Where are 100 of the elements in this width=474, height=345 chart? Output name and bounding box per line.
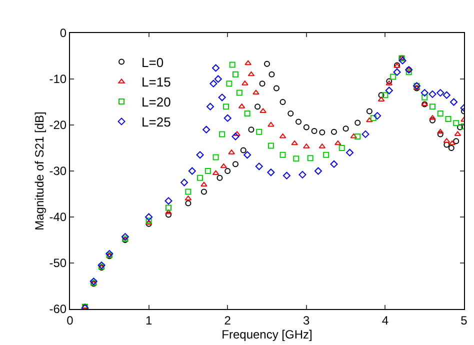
point [366, 117, 373, 122]
point [214, 75, 222, 83]
point [354, 134, 361, 140]
point [296, 118, 302, 125]
point [259, 80, 266, 87]
point [248, 71, 255, 76]
point [346, 148, 354, 156]
point [166, 212, 172, 218]
point [268, 71, 275, 78]
y-tick-label: -30 [49, 164, 67, 178]
point [280, 99, 286, 105]
point [240, 147, 246, 154]
point [280, 152, 286, 158]
point [166, 204, 172, 211]
point [422, 94, 428, 100]
y-tick-label: -40 [49, 210, 67, 224]
point [436, 89, 444, 97]
point [453, 138, 460, 144]
point [164, 197, 172, 205]
y-tick-label: -50 [49, 256, 67, 270]
x-tick-label: 1 [145, 313, 152, 328]
point [293, 156, 300, 162]
point [453, 120, 460, 126]
point [264, 60, 270, 67]
point [196, 151, 204, 159]
point [212, 154, 219, 160]
point [311, 128, 318, 134]
point [204, 168, 211, 174]
point [212, 170, 220, 176]
point [282, 172, 290, 180]
point [362, 130, 370, 138]
point [406, 69, 412, 76]
point [366, 108, 372, 114]
point [330, 128, 337, 135]
point [200, 182, 208, 187]
point [226, 80, 232, 87]
point [252, 90, 260, 95]
point [390, 74, 396, 80]
point [298, 170, 306, 178]
point [370, 115, 376, 122]
point [185, 200, 192, 206]
point [260, 108, 266, 113]
point [420, 89, 428, 97]
point [224, 114, 232, 122]
point [429, 117, 436, 124]
point [330, 160, 338, 168]
point [212, 64, 220, 72]
point [200, 188, 207, 195]
point [232, 132, 240, 140]
point [342, 126, 349, 132]
point [448, 145, 454, 151]
point [303, 144, 310, 148]
point [224, 168, 231, 174]
y-tick-label: -20 [49, 118, 67, 132]
point [232, 71, 238, 78]
point [236, 90, 242, 96]
point [244, 151, 252, 159]
point [437, 110, 444, 116]
point [444, 142, 450, 148]
point [229, 62, 236, 68]
point [188, 167, 196, 175]
x-tick-label: 3 [303, 313, 310, 328]
point [228, 150, 235, 154]
point [242, 80, 248, 86]
point [437, 131, 444, 138]
point [220, 163, 228, 168]
point [334, 140, 342, 146]
point [165, 209, 172, 214]
legend-label: L=25 [142, 114, 171, 130]
point [319, 129, 326, 136]
point [180, 178, 188, 186]
point [254, 104, 261, 110]
point [429, 115, 436, 120]
point [216, 174, 223, 181]
point [121, 233, 129, 241]
point [268, 142, 274, 149]
point [442, 91, 450, 99]
x-tick-label: 2 [224, 313, 232, 328]
legend-label: L=15 [142, 74, 171, 90]
point [218, 94, 226, 102]
y-tick-label: -10 [49, 72, 67, 86]
point [145, 213, 153, 221]
y-axis-title: Magnitude of S21 [dB] [32, 112, 47, 230]
point [288, 110, 294, 116]
point [232, 161, 238, 168]
point [244, 60, 252, 66]
point [303, 124, 310, 130]
point [219, 131, 226, 138]
point [457, 124, 464, 130]
legend-label: L=20 [142, 94, 171, 110]
point [273, 85, 280, 92]
y-tick-label: -60 [49, 302, 67, 316]
point [314, 167, 322, 175]
point [223, 104, 230, 110]
point [354, 120, 361, 126]
point [255, 162, 263, 170]
point [206, 102, 214, 110]
point [291, 140, 298, 146]
point [374, 112, 382, 120]
point [450, 98, 458, 106]
